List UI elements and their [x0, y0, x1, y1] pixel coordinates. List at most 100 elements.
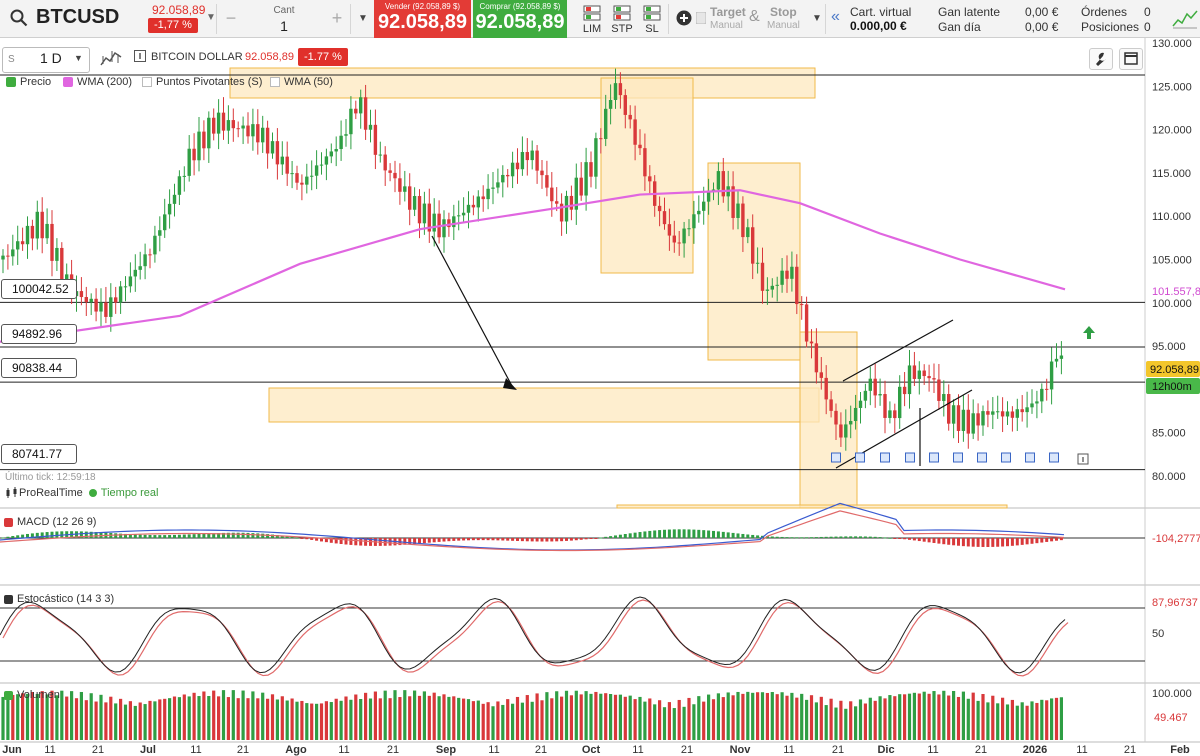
volume-bar [760, 692, 765, 740]
stoch-value-label: 87,96737 [1152, 597, 1198, 609]
instrument-info-icon[interactable] [134, 50, 146, 62]
candle-body [324, 156, 329, 165]
candle-body [104, 302, 108, 317]
candle-body [951, 405, 956, 424]
double-chevron-left-icon[interactable]: « [831, 8, 840, 25]
limit-order-button[interactable]: LIM [577, 3, 607, 37]
target-label[interactable]: Target [710, 5, 746, 19]
macd-bar [413, 538, 417, 544]
macd-line [0, 502, 1065, 551]
candle-body [285, 156, 289, 174]
candles-icon [6, 487, 17, 498]
macd-bar [388, 538, 392, 546]
volume-bar [1050, 698, 1054, 740]
volume-bar [256, 698, 260, 740]
macd-bar [506, 538, 510, 541]
macd-bar [520, 538, 524, 542]
stop-label[interactable]: Stop [770, 5, 797, 19]
candle-body [589, 162, 593, 177]
macd-bar [79, 531, 83, 538]
volume-bar [579, 694, 583, 740]
legend-precio[interactable]: Precio [6, 75, 51, 89]
mini-chart-icon[interactable] [1172, 6, 1198, 32]
macd-bar [917, 538, 921, 542]
level-label[interactable]: 100042.52 [1, 279, 77, 299]
macd-bar [511, 538, 515, 541]
candle-body [138, 266, 142, 270]
volume-bar [545, 692, 549, 740]
symbol-name[interactable]: BTCUSD [36, 6, 120, 28]
volume-bar [177, 697, 181, 740]
macd-bar [878, 537, 882, 539]
x-axis-tick: 11 [338, 744, 349, 756]
level-label[interactable]: 94892.96 [1, 324, 77, 344]
stop-order-button[interactable]: STP [607, 3, 637, 37]
quantity-label: Cant [273, 5, 295, 16]
chevron-down-icon[interactable]: ▼ [358, 13, 368, 24]
wma-value-bg [1146, 284, 1200, 298]
macd-panel-title[interactable]: MACD (12 26 9) [4, 516, 96, 528]
candle-body [79, 291, 84, 298]
volume-bar [1001, 697, 1005, 740]
window-icon [1124, 52, 1138, 65]
candle-body [314, 165, 319, 176]
candle-body [608, 99, 613, 109]
stochastic-label: Estocástico (14 3 3) [17, 593, 115, 605]
macd-bar [177, 534, 181, 538]
candle-body [349, 108, 353, 135]
legend-wma200[interactable]: WMA (200) [63, 75, 132, 89]
macd-bar [315, 538, 319, 541]
candle-body [339, 135, 343, 150]
candle-body [687, 228, 691, 230]
volume-bar [658, 700, 662, 740]
trend-arrow-line [431, 235, 513, 387]
macd-bar [780, 536, 784, 538]
candle-body [35, 211, 39, 239]
x-axis-tick: 21 [92, 744, 104, 756]
timeframe-select[interactable] [2, 47, 90, 73]
stop-limit-order-button[interactable]: SL [637, 3, 667, 37]
stochastic-panel-title[interactable]: Estocástico (14 3 3) [4, 593, 114, 605]
candle-body [878, 394, 882, 396]
volume-bar [785, 695, 789, 740]
quantity-decrement-button[interactable]: − [225, 8, 237, 28]
window-button[interactable] [1119, 48, 1143, 70]
macd-bar [1040, 538, 1044, 543]
volume-bar [163, 698, 167, 740]
buy-button[interactable]: Comprar (92.058,89 $) 92.058,89 [473, 0, 567, 38]
level-label[interactable]: 80741.77 [1, 444, 77, 464]
volume-bar [589, 693, 593, 740]
stoch-d-line [2, 599, 1069, 677]
sell-button[interactable]: Vender (92.058,89 $) 92.058,89 [374, 0, 471, 38]
quantity-input[interactable]: 1 [280, 18, 288, 34]
macd-bar [957, 538, 960, 546]
price-chart[interactable]: 130.000 125.000 120.000 115.000 110.000 105.0… [0, 38, 1200, 756]
macd-bar [574, 538, 578, 541]
macd-bar [173, 534, 176, 538]
candle-body [751, 227, 755, 264]
macd-bar [403, 538, 407, 545]
chevron-down-icon[interactable]: ▼ [812, 13, 822, 24]
toggle-switch-icon[interactable] [696, 12, 706, 24]
candle-body [569, 195, 574, 210]
volume-bar [1020, 702, 1024, 740]
quantity-increment-button[interactable]: + [331, 8, 343, 28]
macd-bar [971, 538, 975, 547]
macd-bar [226, 532, 230, 538]
chevron-down-icon[interactable]: ▼ [74, 53, 83, 63]
level-label[interactable]: 90838.44 [1, 358, 77, 378]
candle-body [403, 186, 407, 192]
volume-bar [844, 708, 848, 740]
search-icon[interactable] [10, 9, 28, 27]
add-circle-icon[interactable] [676, 10, 692, 26]
volume-panel-title[interactable]: Volumen [4, 689, 60, 701]
legend-pivotes[interactable]: Puntos Pivotantes (S) [142, 75, 262, 89]
macd-bar [1050, 538, 1054, 542]
legend-wma50[interactable]: WMA (50) [270, 75, 333, 89]
macd-bar [903, 538, 907, 540]
volume-bar [422, 691, 426, 740]
chart-settings-button[interactable] [1089, 48, 1113, 70]
candle-body [45, 223, 49, 239]
chart-type-icon[interactable] [100, 48, 122, 68]
chevron-down-icon[interactable]: ▼ [206, 12, 216, 23]
